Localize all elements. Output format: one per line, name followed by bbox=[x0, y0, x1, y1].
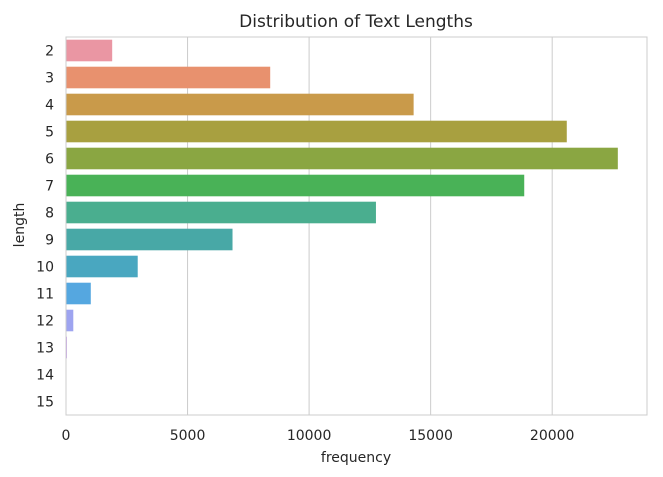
bar-length-5 bbox=[66, 120, 567, 143]
bar-length-11 bbox=[66, 282, 91, 305]
y-tick-label: 14 bbox=[36, 368, 54, 384]
bar-length-2 bbox=[66, 39, 113, 62]
x-tick-labels: 0 5000 10000 15000 20000 bbox=[62, 428, 575, 444]
y-tick-label: 7 bbox=[45, 179, 54, 195]
x-axis-label: frequency bbox=[321, 450, 391, 466]
x-tick-label: 20000 bbox=[530, 428, 575, 444]
bar-length-10 bbox=[66, 255, 138, 278]
y-tick-label: 11 bbox=[36, 287, 54, 303]
y-tick-label: 13 bbox=[36, 341, 54, 357]
y-tick-labels: 2 3 4 5 6 7 8 9 10 11 12 13 14 15 bbox=[36, 44, 54, 411]
y-tick-label: 5 bbox=[45, 125, 54, 141]
y-tick-label: 12 bbox=[36, 314, 54, 330]
x-tick-label: 10000 bbox=[287, 428, 332, 444]
y-tick-label: 4 bbox=[45, 98, 54, 114]
bar-length-6 bbox=[66, 147, 618, 170]
bar-length-4 bbox=[66, 93, 414, 116]
bar-length-12 bbox=[66, 309, 74, 332]
bars bbox=[66, 39, 618, 413]
y-tick-label: 9 bbox=[45, 233, 54, 249]
x-tick-label: 15000 bbox=[408, 428, 453, 444]
bar-length-3 bbox=[66, 66, 271, 89]
y-tick-label: 3 bbox=[45, 71, 54, 87]
y-axis-label: length bbox=[12, 203, 28, 248]
bar-length-8 bbox=[66, 201, 376, 224]
bar-length-7 bbox=[66, 174, 525, 197]
chart-title: Distribution of Text Lengths bbox=[239, 12, 473, 32]
y-tick-label: 10 bbox=[36, 260, 54, 276]
x-tick-label: 5000 bbox=[170, 428, 206, 444]
y-tick-label: 15 bbox=[36, 395, 54, 411]
y-tick-label: 2 bbox=[45, 44, 54, 60]
x-tick-label: 0 bbox=[62, 428, 71, 444]
y-tick-label: 6 bbox=[45, 152, 54, 168]
y-tick-label: 8 bbox=[45, 206, 54, 222]
bar-length-9 bbox=[66, 228, 233, 251]
plot-frame bbox=[65, 36, 648, 416]
